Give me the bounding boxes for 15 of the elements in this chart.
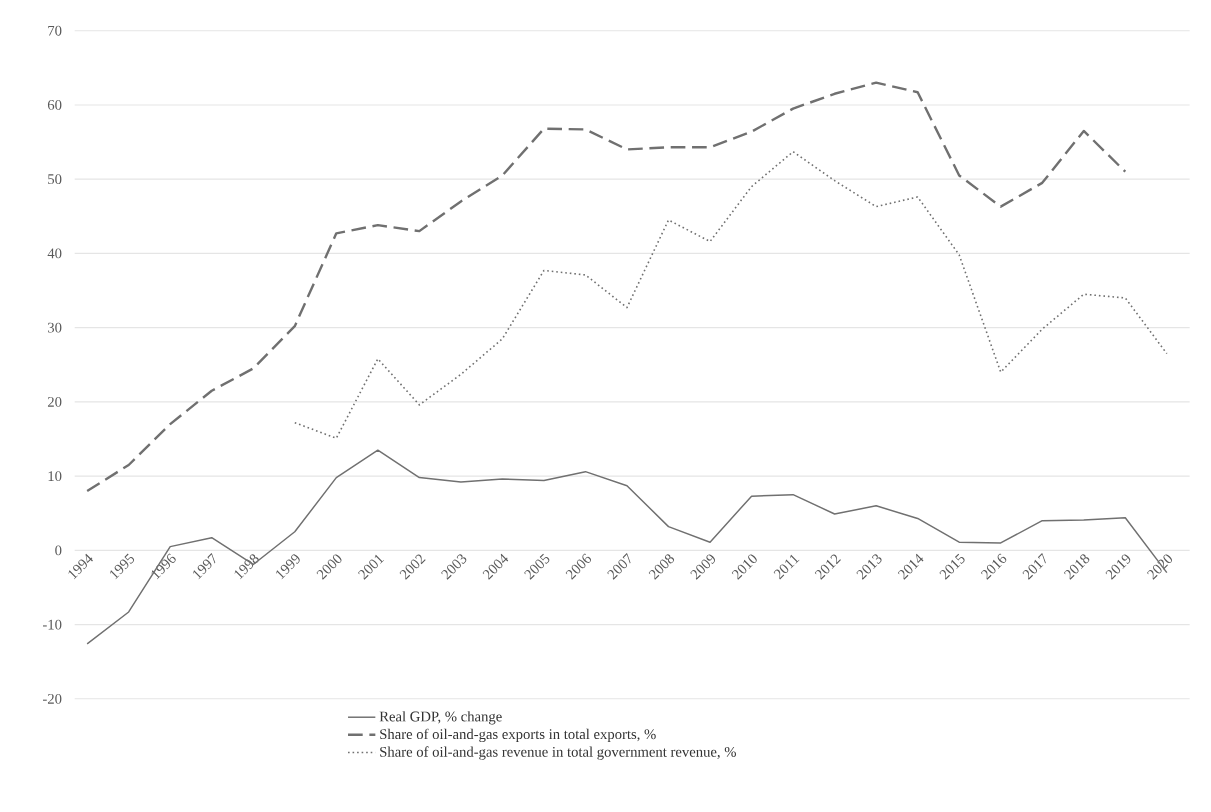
y-tick-label: 60 — [47, 99, 62, 110]
line-series — [85, 81, 1127, 493]
y-tick-label: 20 — [47, 396, 62, 407]
y-tick-label: -10 — [42, 619, 62, 630]
y-tick-label: 10 — [48, 471, 62, 481]
legend-label: Real GDP, % change — [379, 711, 502, 725]
legend-label: Share of oil-and-gas exports in total exports, % — [380, 728, 656, 743]
y-tick-label: 50 — [48, 174, 62, 185]
y-tick-label: 0 — [55, 545, 62, 556]
y-tick-label: -20 — [42, 693, 62, 704]
legend-label: Share of oil-and-gas revenue in total government revenue, % — [380, 746, 736, 760]
y-tick-label: 70 — [48, 25, 62, 36]
y-tick-label: 30 — [48, 322, 62, 333]
y-tick-label: 40 — [47, 248, 62, 259]
line-series — [293, 150, 1168, 439]
